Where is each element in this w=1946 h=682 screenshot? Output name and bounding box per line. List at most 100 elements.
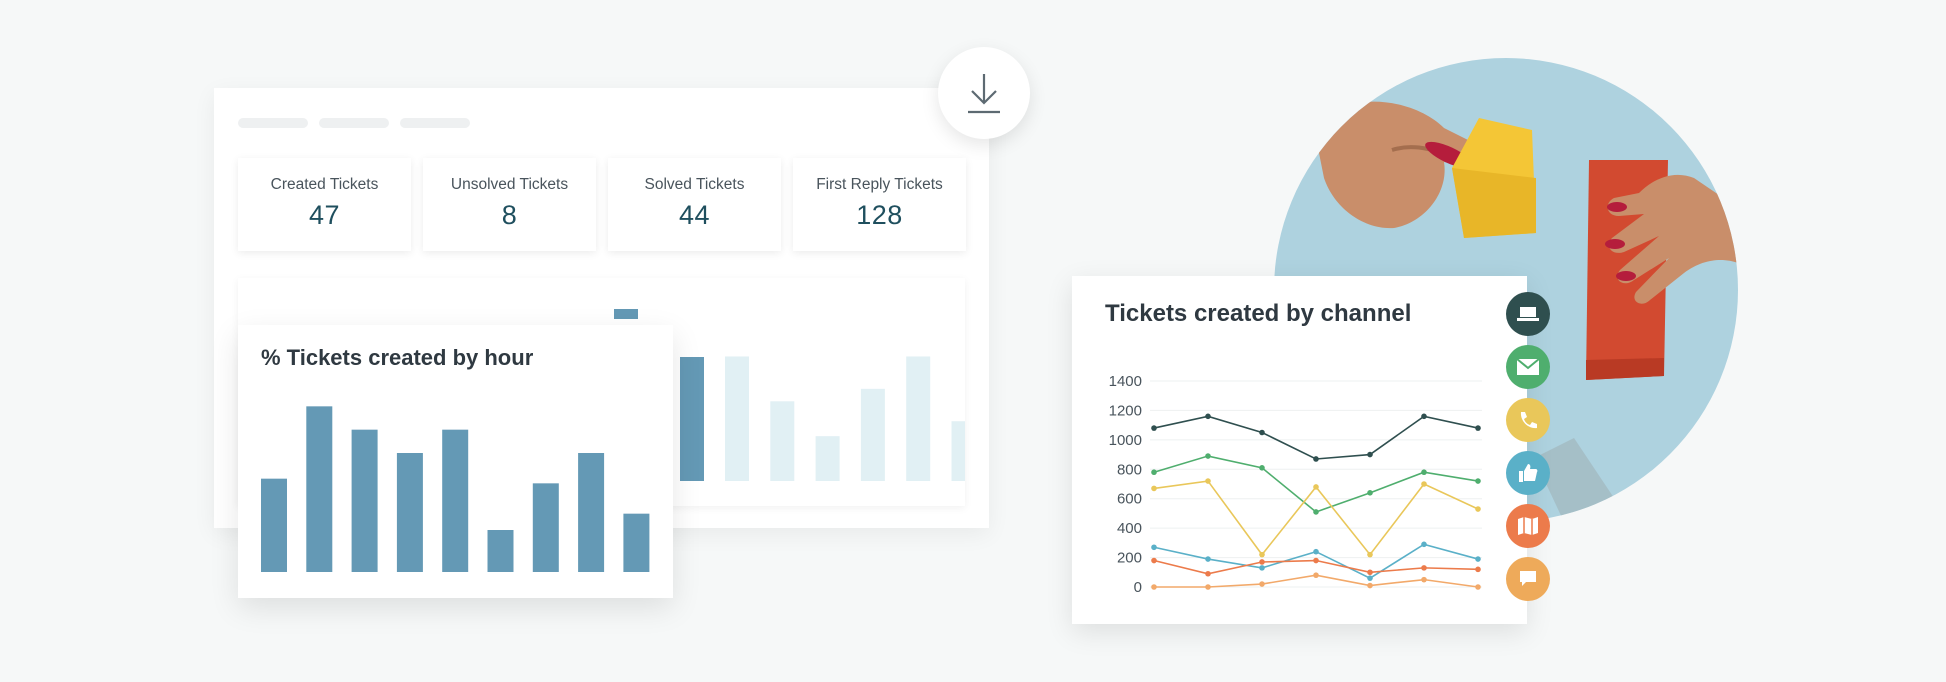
series-line (1153, 455, 1479, 513)
channel-line-chart: 0 200 400 600 800 1000 1200 1400 (1109, 373, 1482, 596)
stat-value: 8 (501, 200, 518, 230)
email-icon[interactable] (1506, 345, 1550, 389)
chart-marker (614, 309, 638, 319)
y-tick-label: 600 (1117, 491, 1142, 508)
bar (351, 429, 378, 572)
data-point (1151, 425, 1157, 431)
data-point (1151, 557, 1157, 564)
series-line (1153, 415, 1479, 460)
hour-chart-card: % Tickets created by hour (238, 325, 673, 598)
stat-card-first-reply[interactable]: First Reply Tickets 128 (793, 158, 966, 251)
data-point (1367, 575, 1373, 581)
data-point (1475, 506, 1481, 512)
data-point (1259, 581, 1265, 587)
data-point (1421, 413, 1427, 420)
web-icon[interactable] (1506, 292, 1550, 336)
data-point (1475, 584, 1481, 590)
bar (860, 388, 885, 481)
bar (532, 483, 559, 572)
data-point (1259, 559, 1265, 565)
social-icon[interactable] (1506, 451, 1550, 495)
series-line (1153, 480, 1479, 556)
stat-value: 47 (308, 200, 341, 230)
placeholder-tab (238, 118, 308, 128)
data-point (1205, 556, 1211, 562)
data-point (1313, 548, 1319, 555)
bar (487, 530, 514, 572)
data-point (1313, 456, 1319, 462)
data-point (1475, 478, 1481, 484)
bar (951, 421, 976, 481)
channel-chart-title: Tickets created by channel (1105, 300, 1412, 327)
data-point (1313, 572, 1319, 579)
map-icon[interactable] (1506, 504, 1550, 548)
bar (815, 436, 840, 481)
bar (725, 356, 749, 481)
bar (261, 478, 287, 572)
data-point (1367, 490, 1373, 496)
y-tick-label: 200 (1117, 550, 1142, 567)
data-point (1313, 509, 1319, 515)
data-point (1313, 484, 1319, 490)
data-point (1259, 465, 1265, 471)
data-point (1205, 413, 1211, 420)
channel-chart-card: Tickets created by channel 0 200 400 600 800… (1072, 276, 1527, 624)
hour-bar-chart (261, 406, 650, 572)
stat-label: Unsolved Tickets (450, 176, 569, 193)
stat-label: Solved Tickets (644, 176, 745, 193)
hands-illustration (1314, 101, 1738, 522)
data-point (1205, 453, 1211, 459)
data-point (1151, 485, 1157, 492)
phone-icon[interactable] (1506, 398, 1550, 442)
bar (680, 357, 704, 481)
data-point (1367, 551, 1373, 558)
stat-card-solved[interactable]: Solved Tickets 44 (608, 158, 781, 251)
stat-value: 128 (856, 200, 903, 230)
download-button[interactable] (938, 47, 1030, 139)
download-icon (968, 74, 1000, 114)
data-point (1367, 451, 1373, 458)
data-point (1475, 566, 1481, 573)
data-point (1421, 481, 1427, 487)
bar (906, 356, 931, 481)
data-point (1313, 557, 1319, 564)
data-point (1421, 469, 1427, 476)
data-point (1475, 556, 1481, 562)
data-point (1151, 469, 1157, 476)
placeholder-tab (400, 118, 470, 128)
stat-value: 44 (678, 200, 711, 230)
bar (578, 453, 605, 572)
stat-card-created[interactable]: Created Tickets 47 (238, 158, 411, 251)
bar (396, 453, 423, 572)
data-point (1421, 565, 1427, 571)
y-tick-label: 1000 (1109, 432, 1142, 449)
data-point (1367, 582, 1373, 589)
data-point (1205, 570, 1211, 577)
data-point (1151, 544, 1157, 551)
data-point (1421, 576, 1427, 583)
data-point (1151, 584, 1157, 590)
data-point (1421, 541, 1427, 548)
stat-label: Created Tickets (270, 176, 379, 193)
y-tick-label: 400 (1117, 520, 1142, 537)
y-tick-label: 1200 (1109, 402, 1142, 419)
placeholder-tab (319, 118, 389, 128)
y-tick-label: 1400 (1109, 373, 1142, 390)
background-bar-chart (614, 309, 976, 481)
bar (442, 429, 469, 572)
data-point (1259, 551, 1265, 558)
bar (770, 401, 795, 481)
data-point (1259, 429, 1265, 436)
stat-label: First Reply Tickets (816, 176, 943, 193)
y-tick-label: 800 (1117, 461, 1142, 478)
data-point (1367, 569, 1373, 576)
hour-chart-title: % Tickets created by hour (261, 345, 534, 370)
data-point (1205, 584, 1211, 590)
stat-card-unsolved[interactable]: Unsolved Tickets 8 (423, 158, 596, 251)
chat-icon[interactable] (1506, 557, 1550, 601)
bar (306, 406, 333, 572)
data-point (1205, 478, 1211, 484)
y-tick-label: 0 (1134, 579, 1142, 596)
data-point (1475, 425, 1481, 431)
bar (623, 513, 650, 572)
